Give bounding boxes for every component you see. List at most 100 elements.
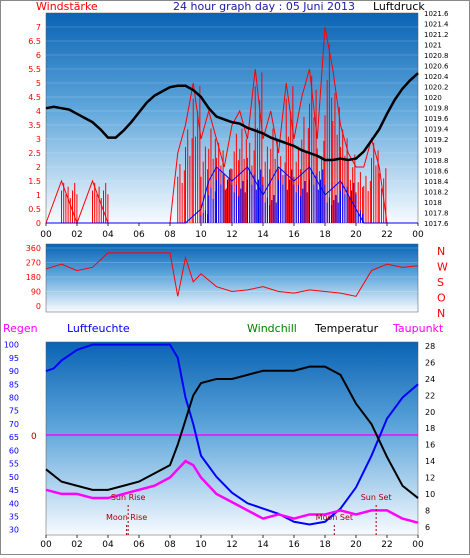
bottom-right-tick: 26 [425, 359, 435, 368]
bottom-left-tick: 85 [9, 380, 19, 389]
bottom-x-tick: 06 [133, 540, 145, 550]
bottom-x-tick: 14 [257, 540, 269, 550]
annotation-label: Moon Rise [106, 513, 147, 522]
bottom-left-tick: 50 [9, 473, 19, 482]
top-left-tick: 0 [36, 219, 41, 228]
wind-series-wind-avg [46, 166, 418, 224]
bottom-right-tick: 6 [425, 523, 430, 532]
top-left-tick: 0.5 [28, 205, 41, 214]
top-x-tick: 22 [381, 230, 392, 240]
bottom-left-tick: 80 [9, 394, 19, 403]
dir-left-tick: 0 [36, 302, 41, 311]
bottom-x-tick: 18 [319, 540, 331, 550]
bottom-left-tick: 35 [9, 512, 19, 521]
top-right-tick: 1020.4 [424, 73, 449, 81]
top-left-tick: 6 [36, 51, 41, 60]
dir-right-label: W [437, 261, 448, 274]
bottom-right-tick: 12 [425, 474, 435, 483]
bottom-left-tick: 40 [9, 499, 19, 508]
chart-title: 24 hour graph day : 05 Juni 2013 [173, 1, 355, 13]
bottom-left-tick: 100 [4, 341, 19, 350]
bottom-x-tick: 08 [164, 540, 176, 550]
top-x-tick: 06 [133, 230, 145, 240]
top-right-tick: 1018.2 [424, 189, 449, 197]
top-left-tick: 7 [36, 23, 41, 32]
header-left-label: Windstärke [36, 1, 98, 13]
top-x-tick: 00 [412, 230, 424, 240]
bottom-left-tick: 45 [9, 486, 19, 495]
bottom-left-tick: 30 [9, 526, 19, 535]
bottom-right-tick: 8 [425, 506, 430, 515]
top-x-tick: 18 [319, 230, 331, 240]
dir-right-label: N [437, 307, 445, 320]
top-x-tick: 16 [288, 230, 300, 240]
top-x-tick: 10 [195, 230, 207, 240]
top-x-tick: 20 [350, 230, 362, 240]
top-left-tick: 1.5 [28, 177, 41, 186]
annotation-label: Sun Set [361, 493, 392, 502]
direction-line [45, 252, 419, 297]
top-right-tick: 1018.8 [424, 157, 449, 165]
top-x-tick: 04 [102, 230, 114, 240]
bottom-left-tick: 75 [9, 407, 19, 416]
dir-right-label: N [437, 245, 445, 258]
bottom-x-tick: 20 [350, 540, 362, 550]
top-right-tick: 1021 [424, 42, 442, 50]
legend-temperatur: Temperatur [314, 322, 379, 335]
direction-plot-area [45, 243, 419, 313]
legend-taupunkt: Taupunkt [392, 322, 444, 335]
bottom-left-tick: 70 [9, 420, 19, 429]
bottom-left-tick: 90 [9, 367, 19, 376]
top-left-tick: 4 [36, 107, 41, 116]
bottom-x-tick: 00 [40, 540, 52, 550]
top-right-tick: 1019.8 [424, 105, 449, 113]
bottom-x-tick: 16 [288, 540, 300, 550]
dir-right-label: S [437, 276, 444, 289]
top-right-tick: 1021.4 [424, 21, 449, 29]
top-x-tick: 00 [40, 230, 52, 240]
annotation-label: Moon Set [316, 513, 353, 522]
bottom-right-tick: 24 [425, 375, 435, 384]
bottom-x-tick: 04 [102, 540, 114, 550]
bottom-right-tick: 14 [425, 457, 435, 466]
annotation-label: Sun Rise [111, 493, 146, 502]
top-right-tick: 1021.2 [424, 31, 449, 39]
bottom-right-tick: 22 [425, 391, 435, 400]
top-right-tick: 1019.4 [424, 126, 449, 134]
bottom-plot-area [45, 341, 419, 536]
top-right-tick: 1020.2 [424, 84, 449, 92]
series-temperatur [45, 365, 419, 499]
top-left-tick: 3.5 [28, 121, 41, 130]
dir-left-tick: 360 [26, 244, 41, 253]
series-luftfeuchte [45, 343, 419, 526]
header-right-label: Luftdruck [373, 1, 425, 13]
bottom-right-tick: 20 [425, 408, 435, 417]
top-x-tick: 08 [164, 230, 176, 240]
top-right-tick: 1020.8 [424, 52, 449, 60]
top-left-tick: 4.5 [28, 93, 41, 102]
bottom-left-tick: 55 [9, 460, 19, 469]
legend-luftfeuchte: Luftfeuchte [67, 322, 130, 335]
dir-left-tick: 270 [26, 259, 41, 268]
dir-right-label: O [437, 292, 446, 305]
chart-marks: 0 0.5 1 1.5 2 2.5 3 3.5 4 4.5 5 5.5 6 6.5 7 1017.6 1017.… [4, 10, 449, 550]
top-left-tick: 5.5 [28, 65, 41, 74]
top-right-tick: 1018.6 [424, 168, 449, 176]
series-taupunkt [45, 459, 419, 524]
bottom-x-tick: 12 [226, 540, 237, 550]
top-right-tick: 1018 [424, 199, 442, 207]
top-right-tick: 1018.4 [424, 178, 449, 186]
top-left-tick: 5 [36, 79, 41, 88]
top-left-tick: 3 [36, 135, 41, 144]
top-right-tick: 1020.6 [424, 63, 449, 71]
top-right-tick: 1019 [424, 147, 442, 155]
bottom-x-tick: 00 [412, 540, 424, 550]
legend-windchill: Windchill [247, 322, 297, 335]
bottom-x-tick: 22 [381, 540, 392, 550]
top-right-tick: 1021.6 [424, 10, 449, 18]
top-right-tick: 1019.2 [424, 136, 449, 144]
bottom-left-tick: 60 [9, 446, 19, 455]
top-left-tick: 6.5 [28, 37, 41, 46]
